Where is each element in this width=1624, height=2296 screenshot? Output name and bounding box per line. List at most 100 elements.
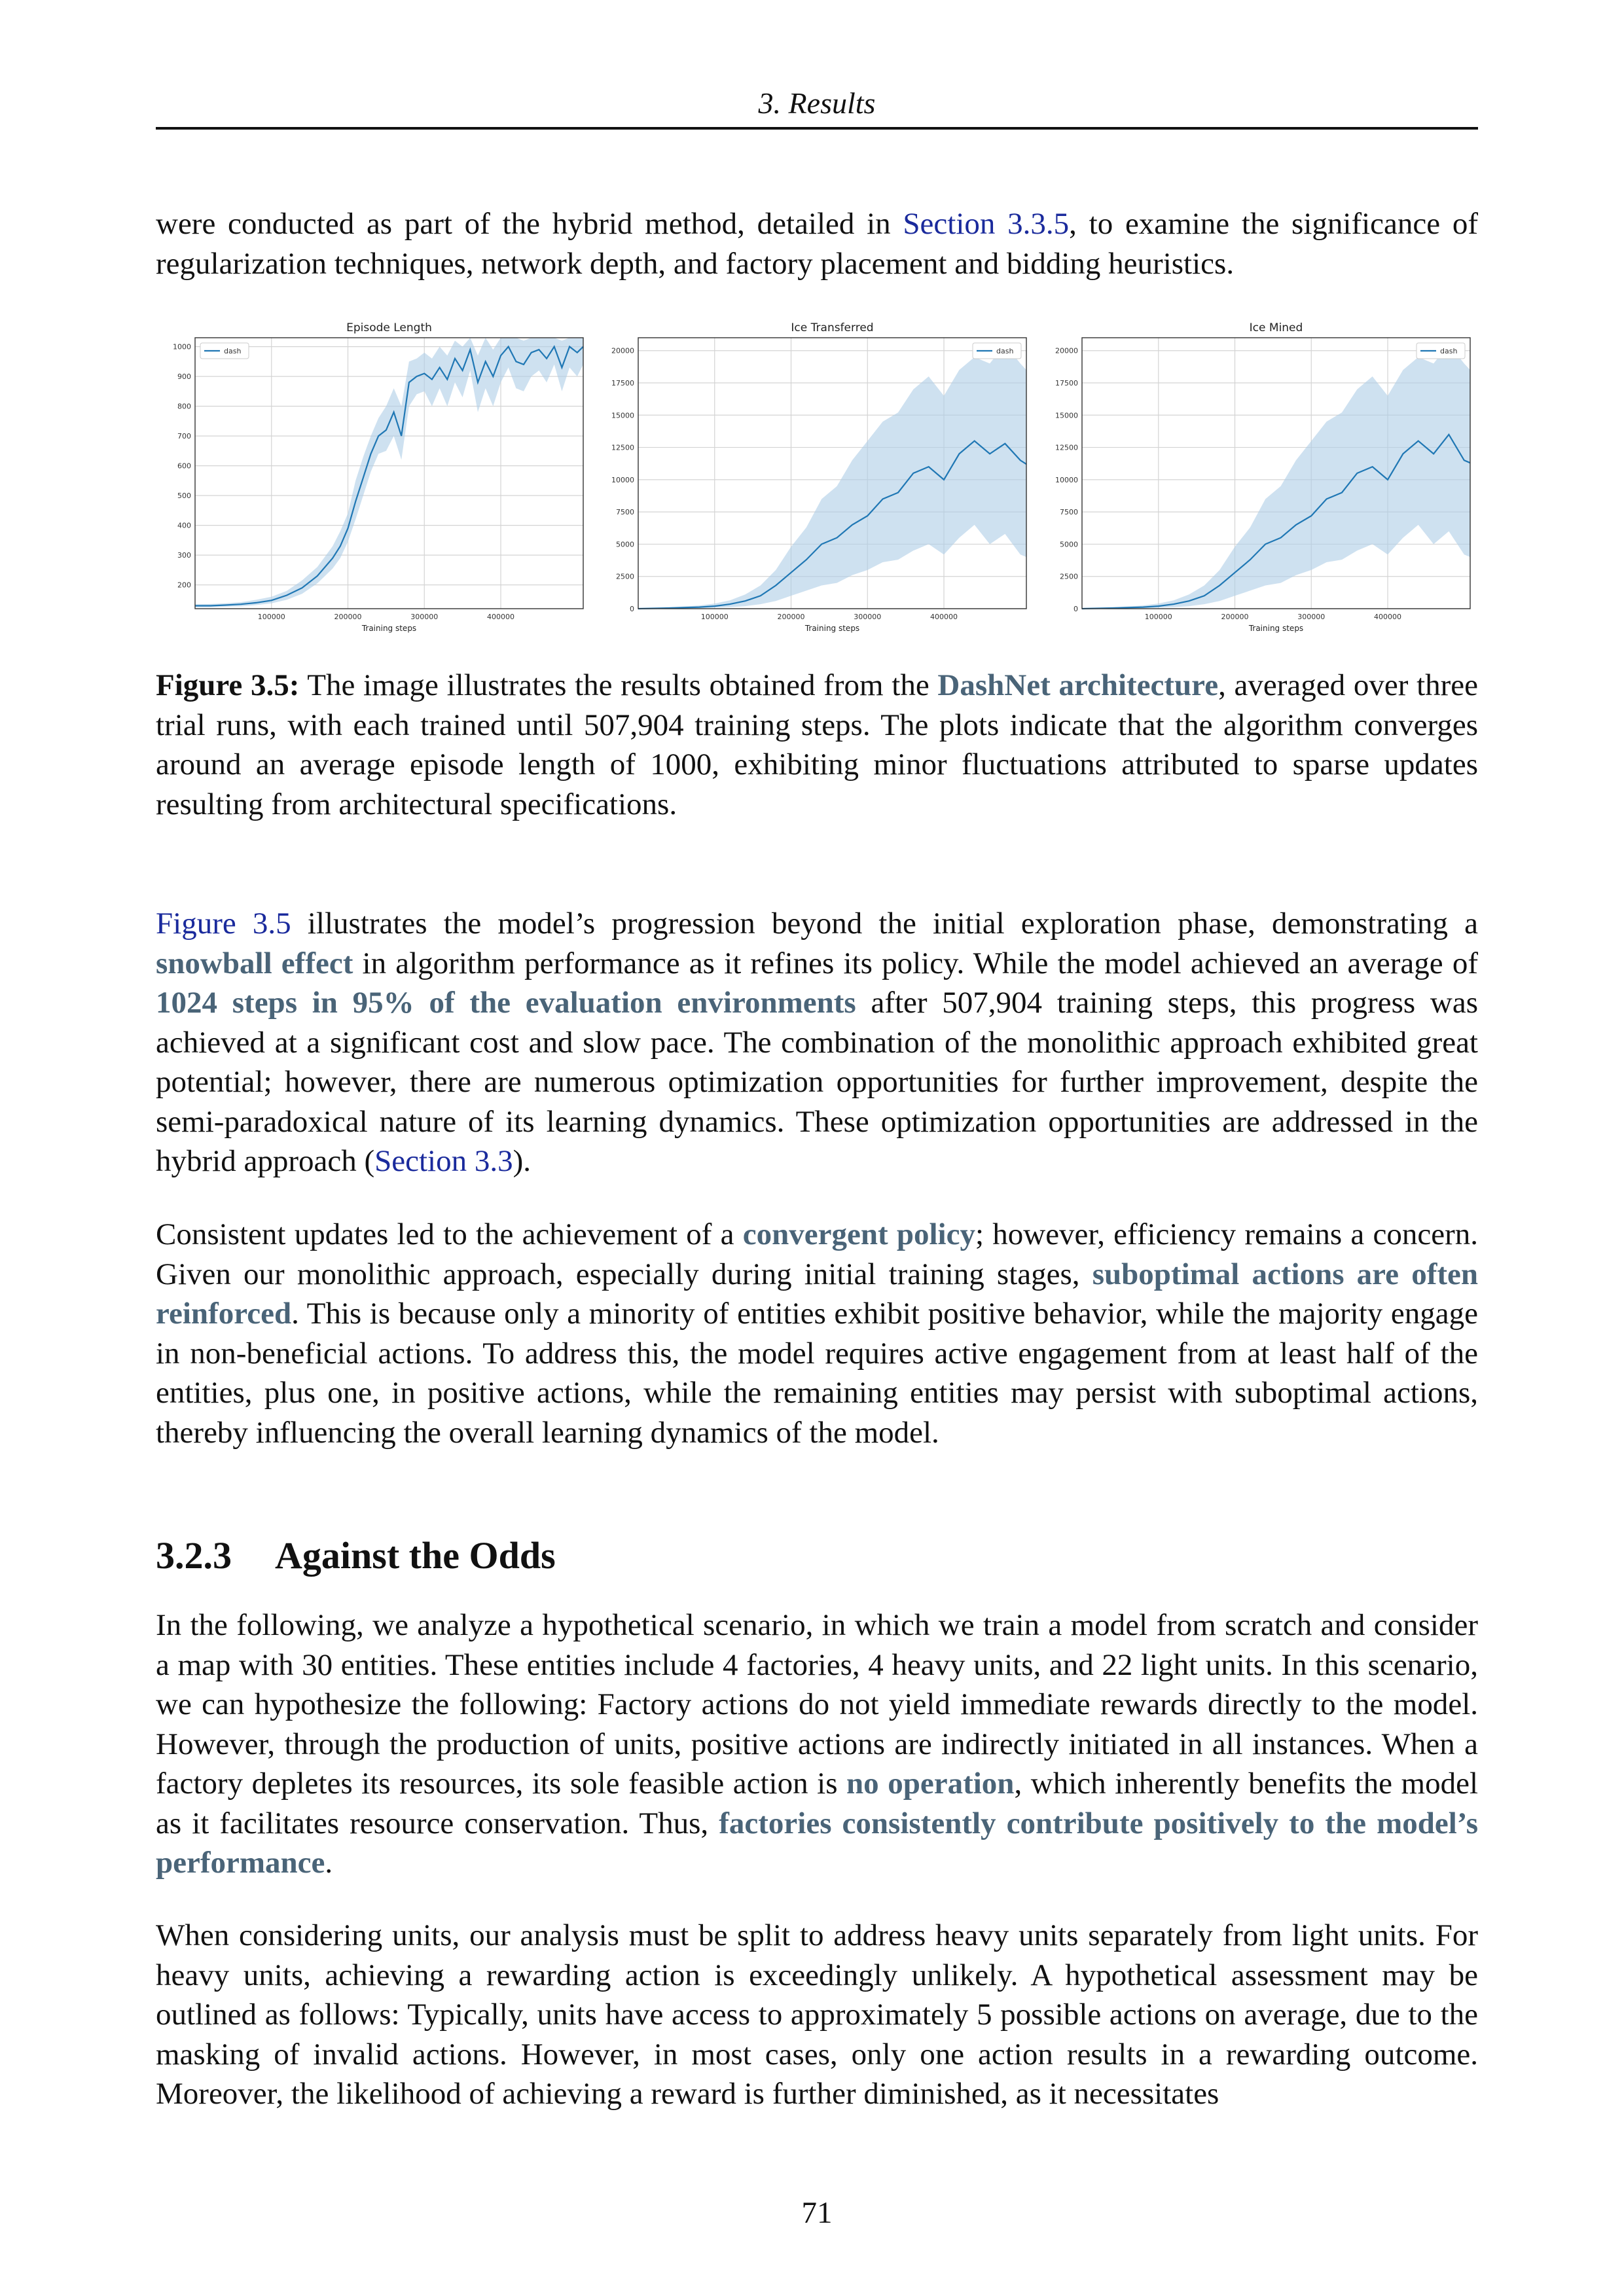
y-tick-label: 20000 — [1055, 347, 1078, 355]
paragraph-units: When considering units, our analysis mus… — [156, 1916, 1478, 2114]
para2-text-3: . This is because only a minority of ent… — [156, 1297, 1478, 1450]
y-tick-label: 12500 — [611, 444, 634, 452]
para4-text: When considering units, our analysis mus… — [156, 1918, 1478, 2111]
y-tick-label: 2500 — [1060, 573, 1078, 581]
paragraph-hypothetical: In the following, we analyze a hypotheti… — [156, 1605, 1478, 1883]
y-tick-label: 20000 — [611, 347, 634, 355]
running-header: 3. Results — [758, 86, 876, 120]
para1-highlight-1: snowball effect — [156, 946, 353, 980]
y-tick-label: 500 — [177, 492, 191, 500]
x-tick-label: 200000 — [778, 613, 805, 621]
para1-text-1: illustrates the model’s progression beyo… — [291, 906, 1478, 941]
intro-paragraph: were conducted as part of the hybrid met… — [156, 204, 1478, 283]
y-tick-label: 15000 — [611, 411, 634, 420]
series-line — [195, 345, 584, 607]
y-tick-label: 10000 — [1055, 476, 1078, 484]
plot-frame — [194, 337, 584, 609]
legend-label: dash — [996, 347, 1013, 355]
caption-text-end: , averaged over three trial runs, with e… — [156, 668, 1478, 821]
section-number: 3.2.3 — [156, 1534, 232, 1577]
series-line — [638, 440, 1027, 610]
section-heading: 3.2.3 Against the Odds — [156, 1533, 556, 1579]
y-tick-label: 10000 — [611, 476, 634, 484]
section-link-2[interactable]: Section 3.3 — [374, 1144, 513, 1178]
chart-ice-mined: Ice Mined 0 2500 5000 7500 10000 12500 15000 175… — [1055, 321, 1471, 633]
confidence-band — [638, 344, 1026, 609]
x-tick-label: 300000 — [410, 613, 438, 621]
y-tick-label: 0 — [630, 605, 634, 613]
y-tick-label: 17500 — [611, 379, 634, 387]
y-tick-label: 5000 — [616, 540, 634, 548]
y-tick-label: 200 — [177, 581, 191, 590]
legend-box — [972, 342, 1022, 359]
para1-text-4: ). — [513, 1144, 531, 1178]
section-link[interactable]: Section 3.3.5 — [903, 207, 1070, 241]
plot-frame — [1081, 337, 1471, 609]
para3-highlight-1: no operation — [846, 1767, 1015, 1801]
chart-title: Ice Mined — [1250, 321, 1303, 334]
para2-highlight-1: convergent policy — [742, 1217, 975, 1251]
y-tick-label: 400 — [177, 522, 191, 530]
x-axis-label: Training steps — [1248, 624, 1303, 633]
x-tick-label: 400000 — [1374, 613, 1401, 621]
x-tick-label: 400000 — [930, 613, 958, 621]
series-line — [1081, 433, 1471, 610]
chart-ice-transferred: Ice Transferred 0 2500 5000 7500 10000 12500 15… — [611, 321, 1027, 633]
x-tick-label: 400000 — [487, 613, 514, 621]
figure-link[interactable]: Figure 3.5 — [156, 906, 291, 941]
x-axis-label: Training steps — [361, 624, 416, 633]
para3-text-1: In the following, we analyze a hypotheti… — [156, 1608, 1478, 1801]
figure-3-5: Episode Length 200 300 400 500 600 700 800 900 10… — [156, 315, 1478, 643]
y-tick-label: 300 — [177, 551, 191, 560]
para3-highlight-2: factories consistently contribute positi… — [156, 1806, 1478, 1880]
para2-text-1: Consistent updates led to the achievemen… — [156, 1217, 743, 1251]
confidence-band — [1082, 344, 1470, 609]
legend-box — [200, 342, 249, 359]
chart-title: Episode Length — [346, 321, 432, 334]
para2-text-2: ; however, efficiency remains a concern.… — [156, 1217, 1478, 1291]
x-tick-label: 300000 — [1297, 613, 1325, 621]
x-tick-label: 300000 — [854, 613, 881, 621]
para3-text-3: . — [325, 1846, 333, 1880]
confidence-band — [195, 338, 583, 607]
caption-text: The image illustrates the results obtain… — [299, 668, 938, 702]
y-tick-label: 800 — [177, 403, 191, 411]
y-tick-label: 600 — [177, 462, 191, 471]
paragraph-convergent: Consistent updates led to the achievemen… — [156, 1215, 1478, 1452]
y-tick-label: 900 — [177, 372, 191, 381]
y-tick-label: 12500 — [1055, 444, 1078, 452]
caption-label: Figure 3.5: — [156, 668, 300, 702]
paragraph-progression: Figure 3.5 illustrates the model’s progr… — [156, 904, 1478, 1181]
header-rule — [156, 127, 1478, 130]
plot-frame — [638, 337, 1027, 609]
y-tick-label: 15000 — [1055, 411, 1078, 420]
caption-highlight: DashNet architecture — [937, 668, 1219, 702]
legend-label: dash — [1440, 347, 1457, 355]
x-tick-label: 100000 — [258, 613, 285, 621]
chart-episode-length: Episode Length 200 300 400 500 600 700 800 900 10… — [173, 321, 584, 633]
intro-text-end: , to examine the significance of regular… — [156, 207, 1479, 281]
page-number: 71 — [801, 2196, 833, 2230]
y-tick-label: 1000 — [173, 343, 191, 351]
x-tick-label: 100000 — [701, 613, 729, 621]
y-tick-label: 7500 — [1060, 508, 1078, 516]
y-tick-label: 0 — [1074, 605, 1078, 613]
para1-text-2: in algorithm performance as it refines i… — [353, 946, 1478, 980]
x-tick-label: 200000 — [334, 613, 362, 621]
y-tick-label: 7500 — [616, 508, 634, 516]
chart-title: Ice Transferred — [791, 321, 873, 334]
x-axis-label: Training steps — [804, 624, 859, 633]
x-tick-label: 100000 — [1145, 613, 1172, 621]
para1-highlight-2: 1024 steps in 95% of the evaluation envi… — [156, 986, 856, 1020]
y-tick-label: 5000 — [1060, 540, 1078, 548]
para3-text-2: , which inherently benefits the model as… — [156, 1767, 1479, 1840]
para1-text-3: after 507,904 training steps, this progr… — [156, 986, 1478, 1178]
legend-label: dash — [224, 347, 241, 355]
x-tick-label: 200000 — [1221, 613, 1249, 621]
y-tick-label: 700 — [177, 432, 191, 440]
y-tick-label: 17500 — [1055, 379, 1078, 387]
para2-highlight-2: suboptimal actions are often reinforced — [156, 1257, 1478, 1331]
figure-caption: Figure 3.5: The image illustrates the re… — [156, 666, 1478, 824]
intro-text: were conducted as part of the hybrid met… — [156, 207, 903, 241]
y-tick-label: 2500 — [616, 573, 634, 581]
